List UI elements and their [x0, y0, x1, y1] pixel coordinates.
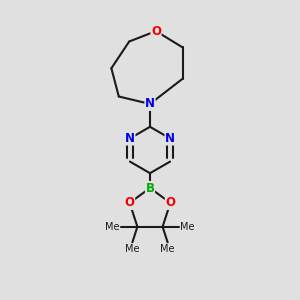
Text: Me: Me: [125, 244, 140, 254]
Text: O: O: [124, 196, 135, 209]
Text: O: O: [165, 196, 176, 209]
Text: O: O: [151, 25, 161, 38]
Text: B: B: [146, 182, 154, 194]
Text: Me: Me: [160, 244, 175, 254]
Text: N: N: [165, 132, 175, 145]
Text: Me: Me: [180, 222, 195, 232]
Text: N: N: [125, 132, 135, 145]
Text: N: N: [145, 98, 155, 110]
Text: Me: Me: [105, 222, 120, 232]
